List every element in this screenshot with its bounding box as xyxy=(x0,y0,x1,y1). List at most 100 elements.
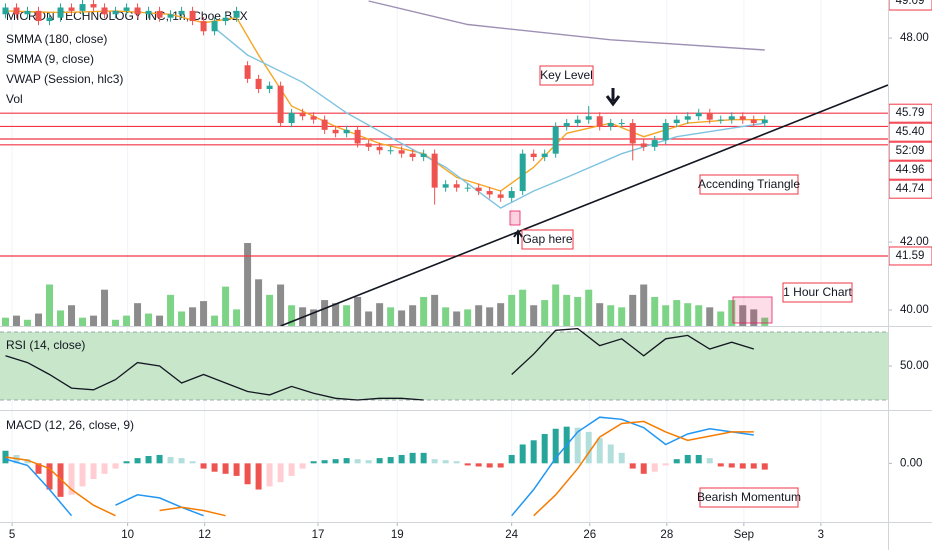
histogram-bar xyxy=(618,452,625,464)
volume-bar xyxy=(420,296,428,326)
candle-body xyxy=(541,153,548,158)
annotation: Key Level xyxy=(540,68,593,82)
macd-line xyxy=(5,416,754,517)
candle-body xyxy=(464,187,471,189)
annotation-box xyxy=(699,487,799,508)
candle-body xyxy=(618,123,625,125)
rsi-band xyxy=(0,331,888,401)
annotation-box xyxy=(521,229,574,250)
candle-body xyxy=(376,146,383,151)
candle-body xyxy=(530,153,537,158)
volume-bar xyxy=(552,284,560,326)
candle-body xyxy=(728,116,735,120)
histogram-bar xyxy=(453,461,460,464)
price-tag-label: 44.74 xyxy=(896,183,925,195)
histogram-bar xyxy=(178,458,185,464)
histogram-bar xyxy=(629,463,636,469)
volume-bar xyxy=(398,310,406,326)
volume-bar xyxy=(706,307,714,326)
candle-body xyxy=(486,191,493,195)
volume-bar xyxy=(409,305,417,326)
volume-bar xyxy=(2,317,10,326)
y-tick-label: 0.00 xyxy=(900,457,922,469)
candle-body xyxy=(244,65,251,79)
legend-entry: VWAP (Session, hlc3) xyxy=(6,72,123,86)
candle-body xyxy=(387,150,394,152)
countdown: 52:09 xyxy=(896,145,925,157)
indicator-line xyxy=(214,27,765,209)
candle-body xyxy=(365,143,372,147)
candle-body xyxy=(475,187,482,192)
macd-line xyxy=(5,420,754,517)
price-tag-label: 45.79 xyxy=(896,107,925,119)
histogram-bar xyxy=(266,463,273,487)
volume-bar xyxy=(112,319,120,326)
annotation-box xyxy=(539,65,594,86)
x-tick-label: 12 xyxy=(198,529,211,541)
histogram-bar xyxy=(365,460,372,464)
candle-body xyxy=(233,10,240,18)
volume-bar xyxy=(486,307,494,326)
y-tick-label: 42.00 xyxy=(900,236,929,248)
candle-body xyxy=(585,116,592,120)
volume-bar xyxy=(57,310,65,326)
price-tag-label: 41.59 xyxy=(896,250,925,262)
volume-bar xyxy=(618,307,626,326)
histogram-bar xyxy=(167,457,174,464)
histogram-bar xyxy=(277,463,284,483)
histogram-bar xyxy=(662,463,669,466)
histogram-bar xyxy=(464,463,471,466)
candle-body xyxy=(310,116,317,120)
volume-bar xyxy=(211,315,219,326)
histogram-bar xyxy=(310,461,317,464)
annotation: Bearish Momentum xyxy=(697,490,801,504)
candle-body xyxy=(607,123,614,127)
histogram-bar xyxy=(211,463,218,472)
volume-bar xyxy=(134,303,142,326)
price-tag-label: 44.96 xyxy=(896,164,925,176)
candle-body xyxy=(497,194,504,198)
candle-body xyxy=(134,7,141,15)
volume-bar xyxy=(717,311,725,326)
histogram-bar xyxy=(101,463,108,474)
volume-bar xyxy=(442,307,450,326)
volume-bar xyxy=(13,315,21,326)
arrow xyxy=(513,229,523,244)
volume-bar xyxy=(508,294,516,326)
volume-bar xyxy=(431,294,439,326)
histogram-bar xyxy=(761,463,768,470)
volume-bar xyxy=(321,300,329,326)
histogram-bar xyxy=(46,463,53,490)
candle-body xyxy=(739,116,746,120)
histogram-bar xyxy=(750,463,757,469)
gap-box xyxy=(509,210,521,226)
candle-body xyxy=(222,17,229,22)
candle-body xyxy=(277,85,284,124)
histogram-bar xyxy=(255,463,262,490)
volume-bar xyxy=(596,303,604,326)
annotation: Gap here xyxy=(522,232,572,246)
candle-body xyxy=(321,119,328,130)
histogram-bar xyxy=(354,459,361,464)
panel: MICRON TECHNOLOGY INC, 1h, Cboe BZXSMMA … xyxy=(0,0,888,326)
candle-body xyxy=(706,112,713,120)
panel-title: RSI (14, close) xyxy=(6,338,85,352)
candle-body xyxy=(24,10,31,15)
histogram-bar xyxy=(552,428,559,464)
candle-body xyxy=(640,143,647,147)
histogram-bar xyxy=(574,427,581,464)
volume-bar xyxy=(244,243,252,326)
legend-entry: SMMA (180, close) xyxy=(6,32,107,46)
candle-body xyxy=(596,116,603,127)
candle-body xyxy=(695,112,702,117)
candle-body xyxy=(508,191,515,198)
candle-body xyxy=(662,123,669,141)
volume-bar xyxy=(519,289,527,326)
histogram-bar xyxy=(519,444,526,464)
volume-bar xyxy=(266,294,274,326)
histogram-bar xyxy=(376,458,383,464)
volume-bar xyxy=(673,300,681,326)
x-tick-label: 26 xyxy=(583,529,596,541)
histogram-bar xyxy=(695,454,702,464)
